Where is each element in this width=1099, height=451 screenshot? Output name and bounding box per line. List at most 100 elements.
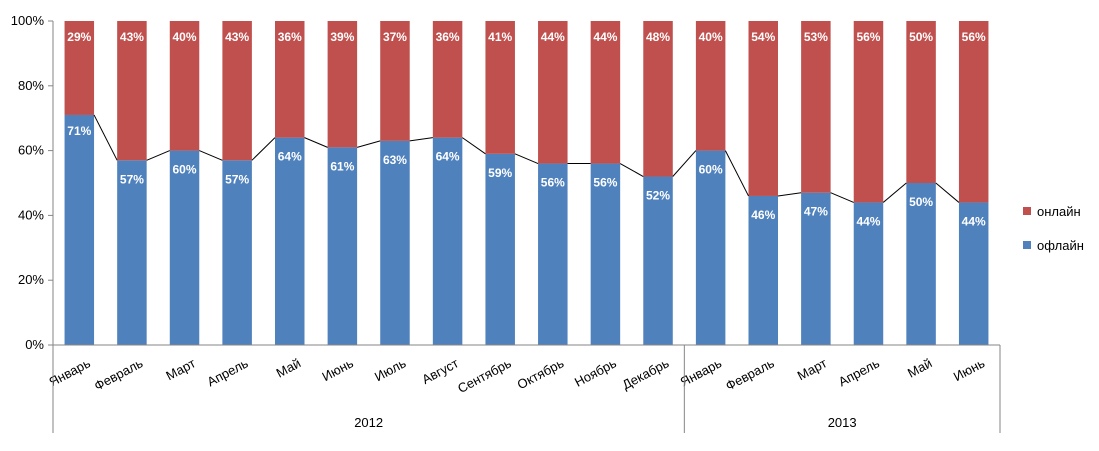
data-label-offline: 57% [120, 172, 144, 186]
y-tick-label: 0% [25, 337, 44, 352]
y-axis: 0% 20% 40% 60% 80% 100% [11, 13, 54, 352]
bar-offline [64, 114, 95, 346]
legend-item-online: онлайн [1023, 200, 1084, 222]
connector-line [251, 137, 276, 161]
bar-offline [275, 137, 305, 345]
bar-online [643, 21, 673, 177]
y-tick-label: 100% [11, 13, 45, 28]
bar-offline [643, 176, 673, 345]
legend-label-offline: офлайн [1037, 237, 1084, 253]
legend-item-offline: офлайн [1023, 234, 1084, 256]
data-label-offline: 64% [436, 150, 460, 164]
connector-line [777, 192, 802, 197]
data-label-online: 53% [804, 30, 828, 44]
bar-offline [590, 163, 621, 345]
data-label-online: 54% [751, 30, 775, 44]
bar-online [380, 21, 410, 141]
connector-line [356, 140, 381, 148]
y-tick-label: 20% [18, 272, 44, 287]
x-tick-label: Июль [372, 355, 409, 384]
bar-offline [222, 160, 252, 345]
connector-line [619, 163, 644, 177]
data-label-offline: 47% [804, 205, 828, 219]
connector-line [672, 150, 697, 177]
bar-online [485, 21, 515, 154]
bar-online [327, 21, 358, 148]
y-tick-label: 40% [18, 207, 44, 222]
data-label-online: 40% [699, 30, 723, 44]
connector-line [199, 150, 223, 161]
bar-offline [906, 183, 936, 345]
data-labels: 29% 71% 43% 57% 40% 60% 43% 57% 36% 64% 39% 61% 37% 6… [67, 30, 986, 228]
x-tick-label: Июнь [320, 355, 356, 384]
connector-line [882, 182, 907, 203]
x-tick-label: Май [274, 355, 304, 380]
connector-line [304, 137, 328, 148]
x-tick-label: Ноябрь [572, 355, 619, 390]
data-label-offline: 71% [67, 124, 91, 138]
connector-line [830, 192, 854, 203]
data-label-offline: 44% [962, 214, 986, 228]
x-tick-label: Декабрь [620, 355, 672, 392]
data-label-offline: 63% [383, 153, 407, 167]
bar-offline [327, 147, 358, 345]
data-label-online: 50% [909, 30, 933, 44]
bar-online [222, 21, 252, 161]
data-label-offline: 60% [173, 163, 197, 177]
data-label-online: 41% [488, 30, 512, 44]
bar-online [695, 21, 726, 151]
data-label-online: 43% [225, 30, 249, 44]
bar-offline [695, 150, 726, 345]
data-label-online: 36% [436, 30, 460, 44]
bar-online [275, 21, 305, 138]
data-label-offline: 46% [751, 208, 775, 222]
connector-line [93, 114, 118, 161]
data-label-online: 56% [962, 30, 986, 44]
x-tick-label: Июнь [951, 355, 987, 384]
x-tick-label: Февраль [723, 355, 777, 393]
bar-offline [117, 160, 147, 345]
bar-online [117, 21, 147, 161]
data-label-offline: 56% [541, 176, 565, 190]
bar-online [590, 21, 621, 164]
y-tick-label: 60% [18, 143, 44, 158]
bar-online [801, 21, 831, 193]
bar-online [906, 21, 936, 183]
data-label-online: 44% [593, 30, 617, 44]
bar-online [748, 21, 778, 196]
data-label-offline: 50% [909, 195, 933, 209]
bar-offline [958, 202, 989, 345]
bar-online [64, 21, 95, 115]
connector-lines [93, 114, 960, 203]
bar-offline [801, 192, 831, 345]
x-tick-label: Февраль [92, 355, 146, 393]
data-label-offline: 57% [225, 172, 249, 186]
data-label-online: 56% [856, 30, 880, 44]
x-tick-label: Апрель [205, 355, 251, 389]
connector-line [409, 137, 433, 142]
data-label-online: 40% [173, 30, 197, 44]
x-tick-label: Сентябрь [455, 355, 514, 396]
bar-offline [432, 137, 463, 345]
bar-online [853, 21, 884, 203]
data-label-offline: 44% [856, 214, 880, 228]
data-label-online: 44% [541, 30, 565, 44]
data-label-offline: 61% [330, 159, 354, 173]
data-label-online: 29% [67, 30, 91, 44]
legend-label-online: онлайн [1037, 203, 1081, 219]
connector-line [514, 153, 539, 165]
connector-line [935, 182, 960, 203]
bar-online [538, 21, 568, 164]
group-label: 2012 [354, 415, 383, 430]
data-label-offline: 56% [593, 176, 617, 190]
data-label-offline: 52% [646, 189, 670, 203]
bar-offline [169, 150, 200, 345]
legend-swatch-offline [1023, 241, 1031, 249]
x-tick-label: Апрель [836, 355, 882, 389]
bar-offline [853, 202, 884, 345]
bar-offline [748, 195, 778, 345]
connector-line [146, 150, 170, 161]
legend-swatch-online [1023, 207, 1031, 215]
